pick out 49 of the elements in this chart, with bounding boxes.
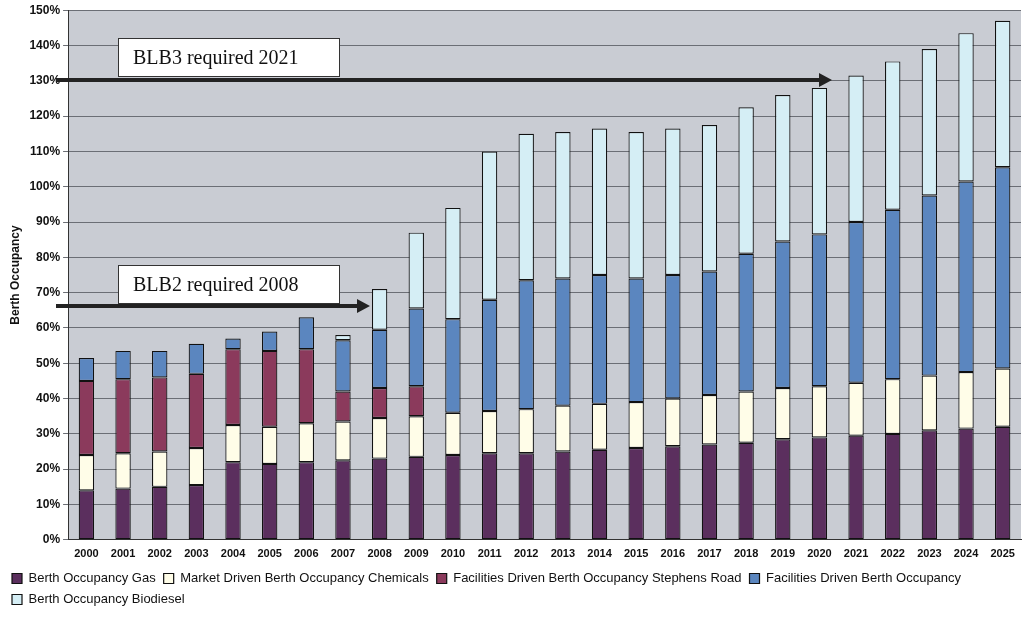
x-tick-label: 2024	[953, 547, 980, 560]
x-tick-label: 2005	[257, 547, 282, 560]
y-tick-label: 60%	[36, 320, 61, 335]
x-tick-label: 2000	[74, 547, 99, 560]
x-tick-label: 2018	[733, 547, 759, 560]
x-tick-label: 2010	[440, 547, 466, 560]
y-tick-label: 20%	[36, 461, 61, 476]
x-tick-label: 2016	[660, 547, 686, 560]
legend-label: Berth Occupancy Biodiesel	[28, 591, 185, 607]
x-tick-label: 2008	[367, 547, 392, 560]
y-tick-label: 150%	[29, 2, 61, 17]
y-tick-label: 80%	[36, 249, 61, 264]
x-tick-label: 2017	[697, 547, 722, 560]
x-tick-label: 2022	[880, 547, 905, 560]
legend-label: Facilities Driven Berth Occupancy Stephens Road	[453, 570, 742, 586]
y-tick-label: 0%	[42, 532, 61, 547]
x-tick-label: 2006	[294, 547, 319, 560]
x-tick-label: 2012	[513, 547, 539, 560]
y-axis-title: Berth Occupancy	[7, 225, 22, 325]
y-tick-label: 30%	[36, 426, 61, 441]
y-tick-label: 140%	[29, 37, 61, 52]
x-tick-label: 2002	[147, 547, 172, 560]
y-tick-label: 40%	[36, 390, 61, 405]
x-tick-label: 2011	[477, 547, 502, 560]
x-tick-label: 2023	[917, 547, 942, 560]
y-tick-label: 120%	[29, 108, 61, 123]
y-tick-label: 90%	[36, 214, 61, 229]
y-tick-label: 70%	[36, 284, 61, 299]
x-tick-label: 2009	[404, 547, 429, 560]
x-tick-label: 2025	[990, 547, 1015, 560]
x-tick-label: 2015	[623, 547, 649, 560]
annotation: BLB2 required 2008	[118, 265, 340, 304]
legend-label: Facilities Driven Berth Occupancy	[766, 570, 962, 586]
x-tick-label: 2003	[184, 547, 209, 560]
y-tick-label: 10%	[36, 496, 61, 511]
x-tick-label: 2019	[770, 547, 796, 560]
x-tick-label: 2013	[550, 547, 576, 560]
x-tick-label: 2007	[330, 547, 356, 560]
annotation: BLB3 required 2021	[118, 38, 340, 77]
x-tick-label: 2004	[220, 547, 247, 560]
y-tick-label: 100%	[29, 179, 61, 194]
x-tick-label: 2001	[110, 547, 136, 560]
x-tick-label: 2014	[587, 547, 613, 560]
y-tick-label: 50%	[36, 355, 61, 370]
y-tick-label: 110%	[30, 143, 61, 158]
legend-label: Berth Occupancy Gas	[28, 570, 157, 586]
x-tick-label: 2020	[807, 547, 832, 560]
x-tick-label: 2021	[843, 547, 869, 560]
legend-label: Market Driven Berth Occupancy Chemicals	[180, 570, 430, 586]
